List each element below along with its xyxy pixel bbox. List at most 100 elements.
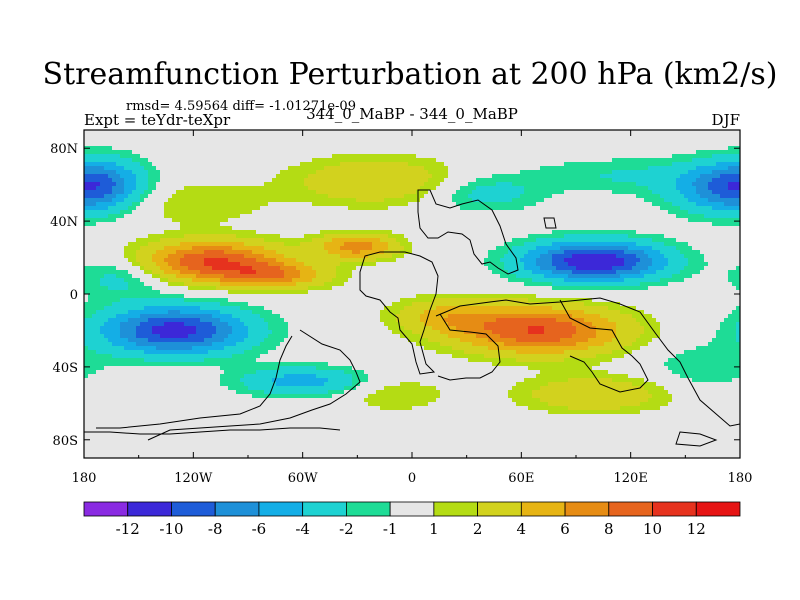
field-cell xyxy=(592,186,597,191)
field-cell xyxy=(284,202,289,207)
field-cell xyxy=(660,182,665,187)
field-cell xyxy=(364,178,369,183)
field-cell xyxy=(620,230,625,235)
field-cell xyxy=(608,166,613,171)
field-cell xyxy=(680,206,685,211)
field-cell xyxy=(584,242,589,247)
field-cell xyxy=(448,142,453,147)
field-cell xyxy=(608,238,613,243)
field-cell xyxy=(84,218,89,223)
field-cell xyxy=(456,154,461,159)
field-cell xyxy=(720,206,725,211)
field-cell xyxy=(128,246,133,251)
field-cell xyxy=(544,242,549,247)
field-cell xyxy=(108,186,113,191)
field-cell xyxy=(464,150,469,155)
field-cell xyxy=(120,178,125,183)
field-cell xyxy=(336,202,341,207)
field-cell xyxy=(332,226,337,231)
field-cell xyxy=(460,234,465,239)
field-cell xyxy=(596,146,601,151)
field-cell xyxy=(292,142,297,147)
field-cell xyxy=(368,234,373,239)
field-cell xyxy=(152,246,157,251)
field-cell xyxy=(236,194,241,199)
field-cell xyxy=(276,130,281,135)
field-cell xyxy=(736,202,740,207)
field-cell xyxy=(392,154,397,159)
field-cell xyxy=(256,130,261,135)
field-cell xyxy=(276,218,281,223)
field-cell xyxy=(676,226,681,231)
field-cell xyxy=(484,166,489,171)
field-cell xyxy=(216,222,221,227)
field-cell xyxy=(668,242,673,247)
field-cell xyxy=(588,134,593,139)
field-cell xyxy=(596,206,601,211)
field-cell xyxy=(168,218,173,223)
field-cell xyxy=(720,174,725,179)
field-cell xyxy=(132,162,137,167)
field-cell xyxy=(92,250,97,255)
field-cell xyxy=(648,158,653,163)
field-cell xyxy=(200,206,205,211)
field-cell xyxy=(320,226,325,231)
field-cell xyxy=(284,134,289,139)
field-cell xyxy=(712,242,717,247)
field-cell xyxy=(696,222,701,227)
field-cell xyxy=(180,162,185,167)
field-cell xyxy=(724,134,729,139)
field-cell xyxy=(568,206,573,211)
field-cell xyxy=(348,246,353,251)
field-cell xyxy=(660,198,665,203)
field-cell xyxy=(688,226,693,231)
field-cell xyxy=(148,146,153,151)
field-cell xyxy=(256,250,261,255)
field-cell xyxy=(736,218,740,223)
field-cell xyxy=(528,198,533,203)
field-cell xyxy=(296,210,301,215)
field-cell xyxy=(536,154,541,159)
field-cell xyxy=(624,198,629,203)
field-cell xyxy=(708,178,713,183)
field-cell xyxy=(252,150,257,155)
field-cell xyxy=(280,226,285,231)
field-cell xyxy=(292,230,297,235)
field-cell xyxy=(496,190,501,195)
field-cell xyxy=(484,206,489,211)
field-cell xyxy=(176,198,181,203)
field-cell xyxy=(96,174,101,179)
field-cell xyxy=(468,190,473,195)
field-cell xyxy=(696,150,701,155)
field-cell xyxy=(368,162,373,167)
field-cell xyxy=(560,198,565,203)
field-cell xyxy=(528,150,533,155)
field-cell xyxy=(564,194,569,199)
field-cell xyxy=(704,138,709,143)
field-cell xyxy=(304,214,309,219)
field-cell xyxy=(208,166,213,171)
field-cell xyxy=(356,246,361,251)
field-cell xyxy=(532,158,537,163)
field-cell xyxy=(364,170,369,175)
field-cell xyxy=(344,214,349,219)
field-cell xyxy=(220,206,225,211)
field-cell xyxy=(580,238,585,243)
field-cell xyxy=(344,234,349,239)
field-cell xyxy=(292,166,297,171)
field-cell xyxy=(560,218,565,223)
field-cell xyxy=(640,230,645,235)
field-cell xyxy=(660,178,665,183)
field-cell xyxy=(332,150,337,155)
field-cell xyxy=(616,246,621,251)
field-cell xyxy=(496,214,501,219)
field-cell xyxy=(496,158,501,163)
field-cell xyxy=(440,186,445,191)
field-cell xyxy=(356,210,361,215)
field-cell xyxy=(552,230,557,235)
field-cell xyxy=(328,154,333,159)
field-cell xyxy=(212,230,217,235)
field-cell xyxy=(476,206,481,211)
field-cell xyxy=(680,226,685,231)
field-cell xyxy=(540,138,545,143)
